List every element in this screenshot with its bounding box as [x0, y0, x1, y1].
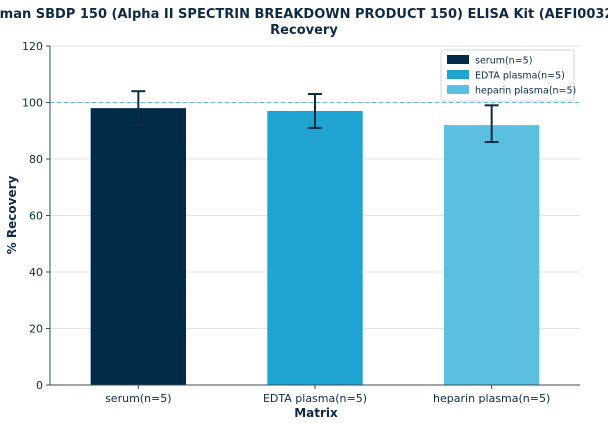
- legend-box: [440, 49, 575, 102]
- error-bars: [131, 90, 499, 144]
- y-tick-label: 40: [29, 266, 43, 279]
- x-tick-label: serum(n=5): [105, 392, 171, 405]
- y-axis-label: % Recovery: [5, 176, 19, 255]
- y-tick-label: 20: [29, 323, 43, 336]
- y-tick-label: 120: [22, 40, 43, 53]
- x-tick-label: EDTA plasma(n=5): [263, 392, 367, 405]
- y-tick-label: 60: [29, 210, 43, 223]
- legend-label-3: heparin plasma(n=5): [475, 86, 576, 97]
- legend-label-2: EDTA plasma(n=5): [475, 71, 565, 82]
- x-tick-label: heparin plasma(n=5): [433, 392, 550, 405]
- chart-title: Human SBDP 150 (Alpha II SPECTRIN BREAKD…: [0, 7, 608, 22]
- x-axis-label: Matrix: [294, 406, 338, 420]
- axes: 0 20 40 60 80 100 120 serum(n=5) EDTA plasma(n=5…: [22, 40, 580, 405]
- bar-1: [90, 108, 187, 386]
- legend-swatch-3: [447, 85, 469, 94]
- legend: serum(n=5) EDTA plasma(n=5) heparin plasma…: [440, 49, 576, 102]
- legend-swatch-1: [447, 55, 469, 64]
- chart-subtitle: Recovery: [270, 23, 338, 38]
- bar-2: [267, 110, 363, 385]
- y-tick-label: 80: [29, 153, 43, 166]
- bars: [90, 108, 540, 386]
- bar-3: [443, 125, 540, 385]
- legend-swatch-2: [447, 70, 469, 79]
- legend-label-1: serum(n=5): [475, 56, 532, 67]
- y-tick-label: 0: [36, 379, 43, 392]
- y-tick-label: 100: [22, 97, 43, 110]
